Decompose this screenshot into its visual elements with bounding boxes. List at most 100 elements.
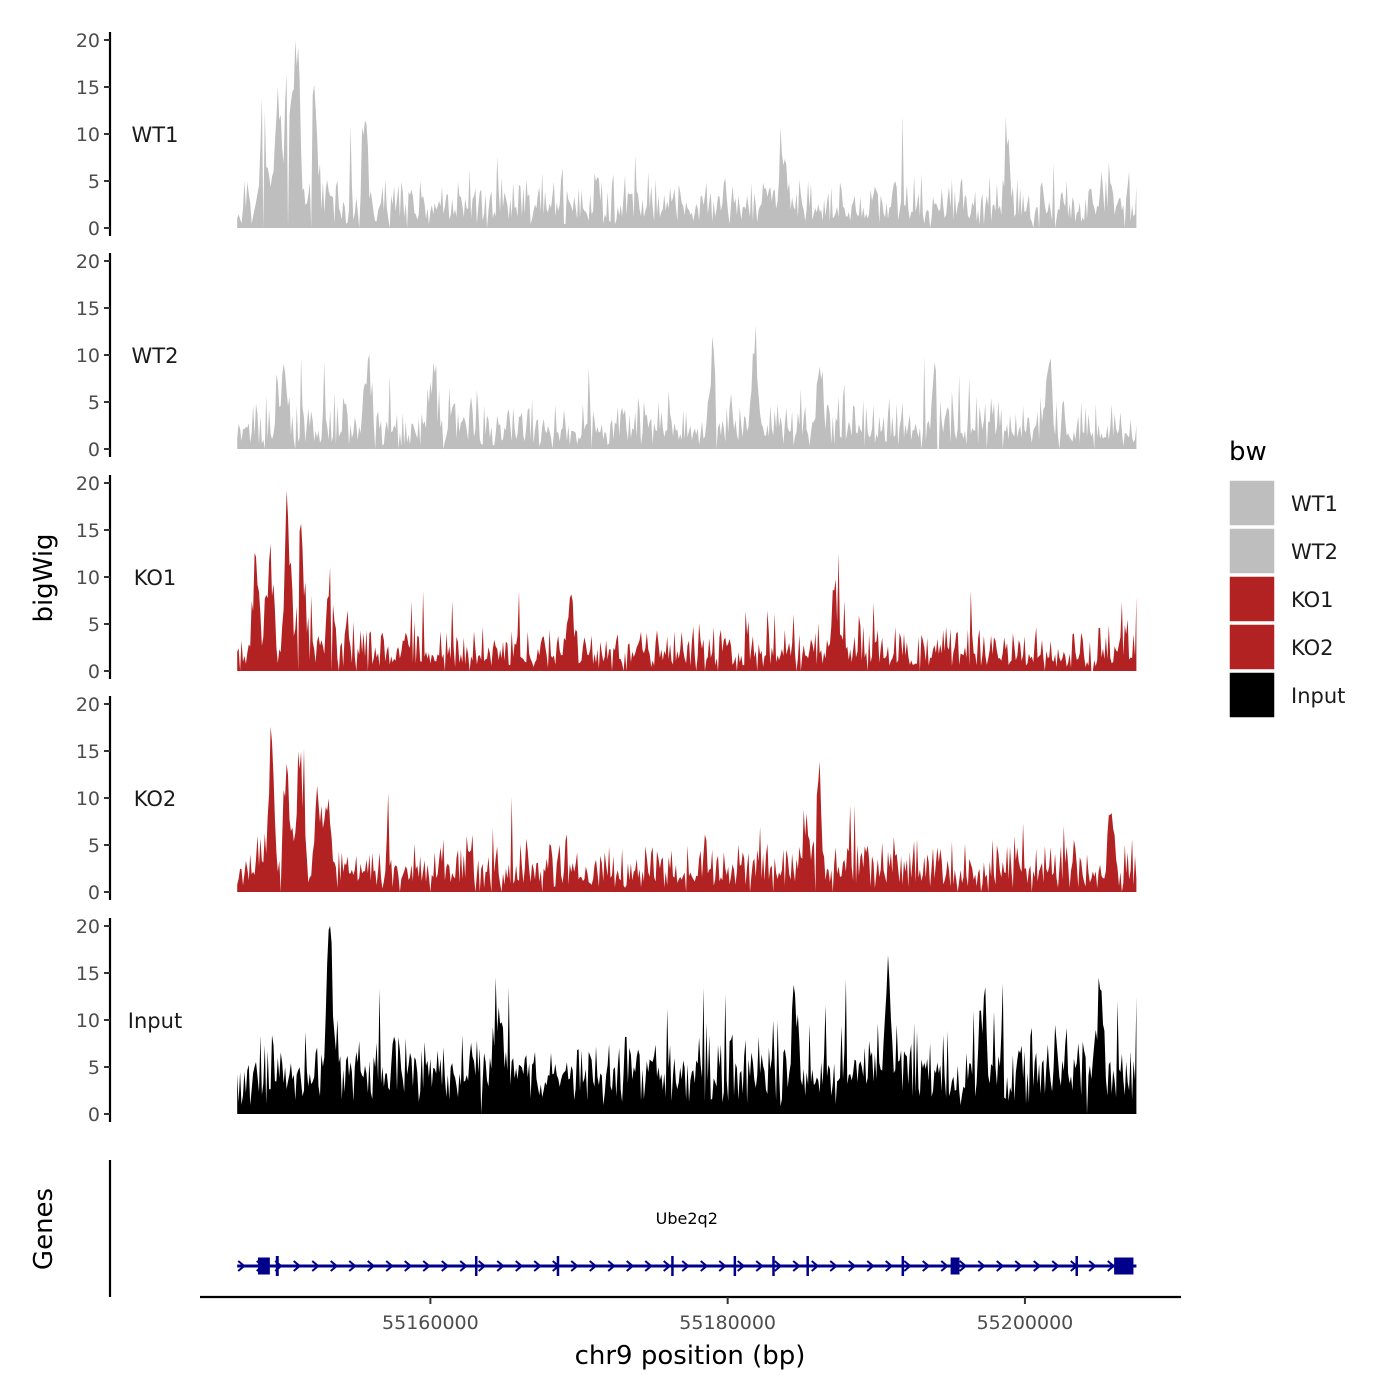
strand-arrow bbox=[996, 1260, 1005, 1272]
x-axis-title: chr9 position (bp) bbox=[575, 1341, 806, 1371]
strand-arrow bbox=[237, 1260, 246, 1272]
gene-exon bbox=[474, 1256, 478, 1276]
strand-arrow bbox=[533, 1260, 542, 1272]
y-tick-label: 10 bbox=[76, 567, 100, 589]
y-tick-label: 0 bbox=[88, 439, 100, 461]
y-tick-label: 5 bbox=[88, 392, 100, 414]
y-tick-label: 15 bbox=[76, 298, 100, 320]
strand-arrow bbox=[959, 1260, 968, 1272]
legend-label-wt2: WT2 bbox=[1291, 540, 1338, 564]
y-tick-label: 5 bbox=[88, 835, 100, 857]
y-tick-label: 0 bbox=[88, 218, 100, 240]
gene-name-label: Ube2q2 bbox=[656, 1209, 718, 1228]
strand-arrow bbox=[1051, 1260, 1060, 1272]
strand-arrow bbox=[644, 1260, 653, 1272]
x-axis: 55160000 55180000 55200000 bbox=[200, 1295, 1181, 1334]
strand-arrow bbox=[367, 1260, 376, 1272]
strand-arrow bbox=[1107, 1260, 1116, 1272]
y-tick-label: 15 bbox=[76, 520, 100, 542]
strand-arrow bbox=[330, 1260, 339, 1272]
legend-key-ko1 bbox=[1228, 575, 1276, 623]
y-tick-label: 10 bbox=[76, 1010, 100, 1032]
legend-key-wt2 bbox=[1228, 527, 1276, 575]
genes-axis-title: Genes bbox=[29, 1188, 59, 1270]
track-label: WT2 bbox=[132, 344, 179, 368]
legend-key-input bbox=[1228, 671, 1276, 719]
strand-arrow bbox=[441, 1260, 450, 1272]
strand-arrow bbox=[811, 1260, 820, 1272]
strand-arrow bbox=[681, 1260, 690, 1272]
legend-key-ko2 bbox=[1228, 623, 1276, 671]
track-label: KO1 bbox=[134, 566, 177, 590]
x-tick-label: 55180000 bbox=[679, 1312, 776, 1334]
legend-label-ko1: KO1 bbox=[1291, 588, 1334, 612]
strand-arrow bbox=[515, 1260, 524, 1272]
gene-exon bbox=[257, 1257, 270, 1275]
strand-arrow bbox=[1033, 1260, 1042, 1272]
track-ko2: 0 5 10 15 20 KO2 bbox=[76, 694, 1137, 904]
y-tick-label: 20 bbox=[76, 30, 100, 52]
legend-label-input: Input bbox=[1291, 684, 1345, 708]
gene-exon bbox=[806, 1256, 809, 1276]
strand-arrow bbox=[626, 1260, 635, 1272]
strand-arrow bbox=[404, 1260, 413, 1272]
x-tick-label: 55200000 bbox=[977, 1312, 1074, 1334]
strand-arrow bbox=[700, 1260, 709, 1272]
y-tick-label: 20 bbox=[76, 473, 100, 495]
y-tick-label: 5 bbox=[88, 614, 100, 636]
legend-label-wt1: WT1 bbox=[1291, 492, 1338, 516]
coverage-tracks: 0 5 10 15 20 WT1 0 5 10 15 20 WT2 0 5 10 15 20 KO1 0 5 10 15 2… bbox=[76, 30, 1137, 1126]
legend-key-wt1 bbox=[1228, 479, 1276, 527]
strand-arrow bbox=[866, 1260, 875, 1272]
coverage-area-input bbox=[237, 926, 1137, 1114]
y-axis-title: bigWig bbox=[29, 533, 59, 622]
strand-arrow bbox=[478, 1260, 487, 1272]
track-label: KO2 bbox=[134, 787, 177, 811]
y-tick-label: 20 bbox=[76, 694, 100, 716]
strand-arrow bbox=[459, 1260, 468, 1272]
gene-track: Ube2q2 bbox=[108, 1160, 1137, 1297]
track-ko1: 0 5 10 15 20 KO1 bbox=[76, 473, 1137, 683]
coverage-area-ko1 bbox=[237, 490, 1137, 671]
strand-arrow bbox=[311, 1260, 320, 1272]
track-wt1: 0 5 10 15 20 WT1 bbox=[76, 30, 1137, 240]
y-tick-label: 15 bbox=[76, 963, 100, 985]
strand-arrow bbox=[570, 1260, 579, 1272]
gene-exon bbox=[1114, 1257, 1134, 1275]
strand-arrow bbox=[607, 1260, 616, 1272]
track-label: WT1 bbox=[132, 123, 179, 147]
gene-exon bbox=[671, 1256, 674, 1276]
strand-arrow bbox=[737, 1260, 746, 1272]
strand-arrow bbox=[922, 1260, 931, 1272]
gene-exon bbox=[733, 1256, 737, 1276]
gene-exon bbox=[1075, 1256, 1078, 1276]
y-tick-label: 20 bbox=[76, 251, 100, 273]
gene-exon bbox=[950, 1257, 960, 1275]
gene-exon bbox=[772, 1256, 775, 1276]
strand-arrow bbox=[348, 1260, 357, 1272]
y-tick-label: 10 bbox=[76, 788, 100, 810]
y-tick-label: 5 bbox=[88, 171, 100, 193]
legend: bw WT1 WT2 KO1 KO2 Input bbox=[1228, 437, 1345, 719]
y-tick-label: 20 bbox=[76, 916, 100, 938]
strand-arrow bbox=[496, 1260, 505, 1272]
strand-arrow bbox=[1014, 1260, 1023, 1272]
strand-arrow bbox=[663, 1260, 672, 1272]
track-input: 0 5 10 15 20 Input bbox=[76, 916, 1137, 1126]
gene-exon bbox=[556, 1256, 560, 1276]
strand-arrow bbox=[589, 1260, 598, 1272]
coverage-area-wt2 bbox=[237, 324, 1137, 449]
strand-arrow bbox=[792, 1260, 801, 1272]
strand-arrow bbox=[718, 1260, 727, 1272]
strand-arrow bbox=[829, 1260, 838, 1272]
strand-arrow bbox=[755, 1260, 764, 1272]
strand-arrow bbox=[774, 1260, 783, 1272]
strand-arrow bbox=[1088, 1260, 1097, 1272]
strand-arrow bbox=[848, 1260, 857, 1272]
x-tick-label: 55160000 bbox=[382, 1312, 479, 1334]
strand-arrow bbox=[293, 1260, 302, 1272]
gene-exon bbox=[901, 1256, 905, 1276]
y-tick-label: 0 bbox=[88, 882, 100, 904]
strand-arrow bbox=[977, 1260, 986, 1272]
